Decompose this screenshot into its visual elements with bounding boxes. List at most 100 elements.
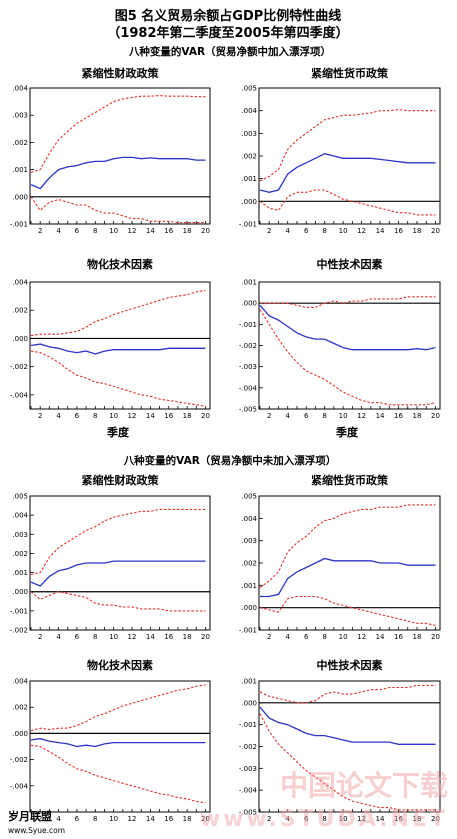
x-tick-label: 8 — [93, 412, 97, 420]
y-tick-label: .000 — [12, 588, 28, 596]
panel-title: 物化技术因素 — [87, 658, 153, 672]
x-tick-label: 4 — [56, 815, 61, 823]
response-line — [30, 560, 206, 587]
x-tick-label: 18 — [413, 633, 422, 641]
y-tick-label: .000 — [241, 300, 257, 308]
x-tick-label: 16 — [394, 227, 403, 235]
section-title-1: 八种变量的VAR（贸易净额中加入漂浮项） — [128, 45, 331, 58]
y-tick-label: -.002 — [239, 342, 257, 350]
upper-band-line — [259, 504, 436, 589]
y-tick-label: -.001 — [10, 221, 28, 229]
x-tick-label: 10 — [339, 815, 348, 823]
panel-title: 物化技术因素 — [87, 257, 153, 271]
y-tick-label: -.001 — [10, 607, 28, 615]
y-tick-label: .004 — [12, 512, 28, 520]
y-tick-label: .001 — [241, 279, 257, 287]
y-tick-label: -.002 — [10, 363, 28, 371]
x-tick-label: 14 — [146, 412, 155, 420]
x-tick-label: 6 — [304, 227, 309, 235]
panel-title: 紧缩性货币政策 — [311, 66, 389, 80]
y-tick-label: .003 — [12, 531, 28, 539]
xaxis-label-left: 季度 — [106, 425, 130, 439]
xaxis-label-right: 季度 — [335, 425, 359, 439]
y-tick-label: .001 — [241, 678, 257, 686]
x-tick-label: 6 — [304, 633, 309, 641]
x-tick-label: 14 — [376, 815, 385, 823]
upper-band-line — [30, 684, 206, 732]
y-tick-label: .002 — [241, 153, 257, 161]
plot-frame — [258, 281, 441, 410]
x-tick-label: 20 — [431, 412, 440, 420]
y-tick-label: .002 — [241, 560, 257, 568]
y-tick-label: .002 — [12, 307, 28, 315]
y-tick-label: .000 — [241, 604, 257, 612]
lower-band-line — [259, 309, 436, 406]
y-tick-label: -.003 — [239, 363, 257, 371]
chart-panel-8: 中性技术因素 .001 .000 -.001 -.002 -.003 -.004 -.005 2… — [239, 658, 441, 823]
plot-frame — [29, 281, 211, 410]
x-tick-label: 18 — [183, 633, 192, 641]
x-tick-label: 16 — [164, 412, 173, 420]
x-tick-label: 8 — [322, 227, 326, 235]
y-tick-label: .000 — [241, 198, 257, 206]
y-tick-label: .001 — [241, 582, 257, 590]
y-tick-label: .001 — [12, 569, 28, 577]
x-tick-label: 14 — [376, 412, 385, 420]
plot-frame — [258, 87, 441, 225]
x-tick-label: 18 — [413, 412, 422, 420]
response-line — [260, 557, 436, 598]
y-tick-label: .004 — [12, 279, 28, 287]
x-tick-label: 2 — [267, 633, 271, 641]
x-tick-label: 16 — [164, 815, 173, 823]
x-tick-label: 12 — [357, 412, 366, 420]
y-tick-label: -.005 — [239, 406, 257, 414]
lower-band-line — [30, 196, 206, 224]
upper-band-line — [259, 108, 436, 182]
x-tick-label: 18 — [413, 227, 422, 235]
y-tick-label: .004 — [241, 515, 257, 523]
y-tick-label: .003 — [241, 130, 257, 138]
response-line — [30, 737, 206, 748]
y-tick-label: -.001 — [239, 221, 257, 229]
x-tick-label: 2 — [267, 412, 271, 420]
x-tick-label: 10 — [109, 227, 118, 235]
x-tick-label: 2 — [267, 815, 271, 823]
figure-title: 图5 名义贸易余额占GDP比例特性曲线 — [115, 8, 342, 24]
x-tick-label: 16 — [394, 633, 403, 641]
x-tick-label: 16 — [394, 815, 403, 823]
panel-title: 紧缩性财政政策 — [82, 66, 160, 80]
x-tick-label: 10 — [339, 412, 348, 420]
y-tick-label: .004 — [12, 678, 28, 686]
response-line — [259, 706, 436, 745]
y-tick-label: -.001 — [239, 721, 257, 729]
y-tick-label: .002 — [12, 550, 28, 558]
x-tick-label: 18 — [183, 815, 192, 823]
x-tick-label: 12 — [357, 227, 366, 235]
x-tick-label: 6 — [75, 227, 80, 235]
x-tick-label: 14 — [376, 633, 385, 641]
y-tick-label: .000 — [241, 699, 257, 707]
x-tick-label: 6 — [304, 412, 309, 420]
x-tick-label: 16 — [164, 633, 173, 641]
watermark-right-url: www.STUDA.NET — [200, 807, 448, 832]
chart-panel-7: 物化技术因素 .004 .002 .000 -.002 -.004 2 4 6 8 10 12 14 16… — [10, 658, 211, 823]
plot-frame — [29, 495, 211, 631]
x-tick-label: 14 — [146, 227, 155, 235]
x-tick-label: 4 — [56, 633, 61, 641]
x-tick-label: 12 — [128, 412, 137, 420]
x-tick-label: 20 — [431, 227, 440, 235]
upper-band-line — [259, 684, 436, 704]
x-tick-label: 20 — [201, 633, 210, 641]
x-tick-label: 8 — [93, 815, 97, 823]
watermark-right-logo: 中国论文下载 — [280, 769, 448, 802]
chart-panel-2: 紧缩性货币政策 .005 .004 .003 .002 .001 .000 -.001 2 4 6 8… — [239, 66, 441, 235]
x-tick-label: 8 — [322, 815, 326, 823]
upper-band-line — [30, 95, 206, 173]
chart-panel-3: 物化技术因素 .004 .002 .000 -.002 -.004 2 4 6 8 10 12 14 16… — [10, 257, 211, 420]
chart-panel-5: 紧缩性财政政策 .005 .004 .003 .002 .001 .000 -.001 -.00… — [10, 473, 211, 641]
x-tick-label: 8 — [93, 633, 97, 641]
x-tick-label: 6 — [75, 633, 80, 641]
x-tick-label: 4 — [285, 412, 290, 420]
x-tick-label: 4 — [56, 412, 61, 420]
plot-frame — [29, 680, 211, 813]
